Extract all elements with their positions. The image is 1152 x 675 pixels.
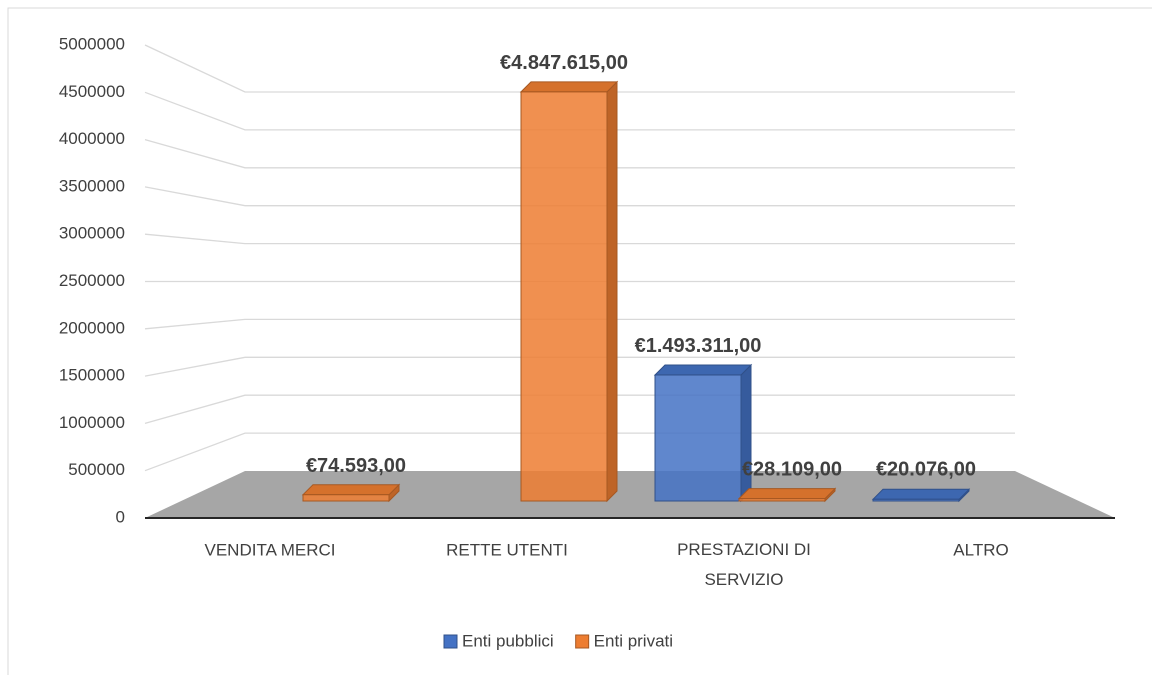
bar [654,374,742,502]
y-tick-label: 0 [116,507,125,526]
bar-top [737,488,837,500]
bar-top [519,81,619,93]
grid-line [144,233,1015,245]
grid-line [144,318,1015,330]
value-label: €74.593,00 [306,455,406,477]
legend-swatch [443,634,458,649]
y-tick-label: 3000000 [59,224,125,243]
x-tick-label: PRESTAZIONI DI SERVIZIO [677,540,811,589]
chart-border [7,7,1152,675]
bar-side [740,363,752,503]
y-tick-label: 3500000 [59,176,125,195]
y-tick-label: 2000000 [59,318,125,337]
x-tick-label-line: PRESTAZIONI DI [677,540,811,559]
grid-line [144,432,1015,472]
y-tick-label: 4000000 [59,129,125,148]
grid-line [144,186,1015,207]
x-tick-label-line: SERVIZIO [704,570,783,589]
legend-swatch [575,634,590,649]
bar-side [606,80,618,503]
grid-line [144,91,1015,131]
legend-label: Enti privati [594,631,673,650]
y-tick-label: 4500000 [59,82,125,101]
grid-line [144,394,1015,425]
bar-top [301,484,401,496]
floor [145,471,1115,518]
bar [520,91,608,502]
bar-top [653,364,753,376]
bar [872,498,960,502]
bar [738,498,826,502]
y-tick-label: 500000 [68,460,125,479]
bar [302,494,390,502]
grid-line [144,44,1015,93]
y-tick-label: 5000000 [59,34,125,53]
legend-label: Enti pubblici [462,631,554,650]
value-label: €1.493.311,00 [635,335,762,357]
value-label: €28.109,00 [742,458,842,480]
y-tick-label: 1000000 [59,413,125,432]
grid-line [144,356,1015,377]
x-tick-label: RETTE UTENTI [446,540,568,559]
value-label: €4.847.615,00 [500,52,628,74]
y-tick-label: 1500000 [59,366,125,385]
x-tick-label: ALTRO [953,540,1008,559]
grid-line [144,138,1015,169]
bar-top [871,488,971,500]
value-label: €20.076,00 [876,458,976,480]
x-tick-label: VENDITA MERCI [205,540,336,559]
y-tick-label: 2500000 [59,271,125,290]
